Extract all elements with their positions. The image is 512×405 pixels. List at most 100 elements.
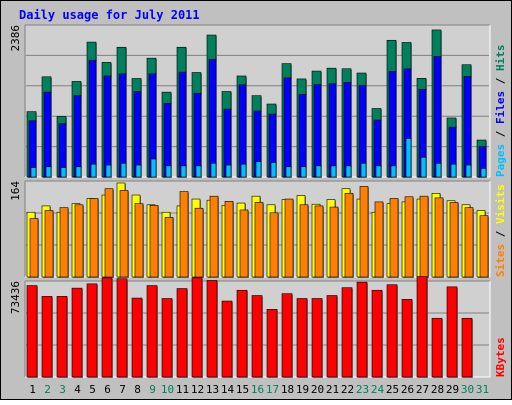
bar-files-day-19 <box>298 94 307 178</box>
bar-sites-day-27 <box>419 195 429 278</box>
bar-kbytes-day-25 <box>386 284 398 378</box>
bar-files-day-15 <box>238 84 247 178</box>
bar-pages-day-5 <box>90 163 97 178</box>
bar-sites-day-17 <box>269 212 279 278</box>
bar-kbytes-day-20 <box>311 298 323 378</box>
bar-files-day-13 <box>208 59 217 178</box>
day-label-7: 7 <box>119 383 126 396</box>
day-label-12: 12 <box>191 383 204 396</box>
day-label-9: 9 <box>149 383 156 396</box>
bar-pages-day-27 <box>420 157 427 178</box>
bar-pages-day-13 <box>210 162 217 178</box>
bar-sites-day-31 <box>479 215 489 278</box>
panel-max-label: 2386 <box>9 25 22 52</box>
day-label-4: 4 <box>74 383 81 396</box>
bar-files-day-30 <box>463 76 472 178</box>
bar-kbytes-day-15 <box>236 289 248 378</box>
bar-files-day-25 <box>388 71 397 178</box>
bar-kbytes-day-8 <box>131 297 143 378</box>
bar-files-day-2 <box>43 91 52 178</box>
bar-kbytes-day-1 <box>26 285 38 378</box>
legend-entry: / <box>494 124 507 144</box>
bar-pages-day-21 <box>330 165 337 178</box>
day-labels: 1 2 3 4 5 6 7 8 9 10 11 12 13 14 15 16 17 18 19 20 21 22 23 24 2… <box>29 383 489 396</box>
bar-kbytes-day-29 <box>446 286 458 378</box>
bar-files-day-4 <box>73 95 82 178</box>
bar-kbytes-day-22 <box>341 287 353 378</box>
bar-sites-day-13 <box>209 195 219 278</box>
bar-files-day-6 <box>103 75 112 178</box>
bar-sites-day-9 <box>149 205 159 278</box>
day-label-1: 1 <box>29 383 36 396</box>
bar-kbytes-day-16 <box>251 295 263 378</box>
bar-kbytes-day-13 <box>206 280 218 378</box>
day-label-25: 25 <box>386 383 399 396</box>
bar-files-day-22 <box>343 82 352 178</box>
bar-sites-day-7 <box>119 190 129 278</box>
bar-pages-day-9 <box>150 158 157 178</box>
bar-sites-day-20 <box>314 205 324 278</box>
bar-files-day-21 <box>328 83 337 178</box>
bar-sites-day-15 <box>239 209 249 278</box>
day-label-17: 17 <box>266 383 279 396</box>
day-label-16: 16 <box>251 383 264 396</box>
bar-kbytes-day-26 <box>401 299 413 378</box>
chart-panels: 2386 Pages / Files / Hits 164 Sites / Visit… <box>9 24 507 378</box>
bar-pages-day-18 <box>285 166 292 178</box>
bar-kbytes-day-24 <box>371 289 383 378</box>
day-label-11: 11 <box>176 383 189 396</box>
bar-pages-day-2 <box>45 166 52 178</box>
bar-kbytes-day-28 <box>431 317 443 378</box>
bar-pages-day-29 <box>450 163 457 178</box>
bar-pages-day-19 <box>300 166 307 178</box>
bar-pages-day-7 <box>120 162 127 178</box>
bar-kbytes-day-3 <box>56 296 68 378</box>
day-label-27: 27 <box>416 383 429 396</box>
bar-sites-day-8 <box>134 203 144 278</box>
legend-entry: / <box>494 71 507 91</box>
bar-pages-day-28 <box>435 162 442 178</box>
panel-visits-sites: 164 Sites / Visits <box>9 180 507 278</box>
bar-files-day-18 <box>283 77 292 178</box>
bar-files-day-28 <box>433 56 442 178</box>
bar-kbytes-day-18 <box>281 293 293 378</box>
bar-sites-day-23 <box>359 186 369 278</box>
bar-pages-day-6 <box>105 164 112 178</box>
bar-kbytes-day-11 <box>176 288 188 378</box>
bar-sites-day-28 <box>434 197 444 278</box>
bar-pages-day-22 <box>345 165 352 178</box>
bar-kbytes-day-5 <box>86 283 98 378</box>
bar-pages-day-20 <box>315 165 322 178</box>
bar-kbytes-day-7 <box>116 278 128 378</box>
panel-legend: Pages / Files / Hits <box>494 45 507 178</box>
bar-kbytes-day-9 <box>146 285 158 378</box>
bar-kbytes-day-23 <box>356 281 368 378</box>
day-label-14: 14 <box>221 383 235 396</box>
bar-files-day-5 <box>88 59 97 178</box>
series-pages <box>30 138 487 178</box>
bar-files-day-12 <box>193 92 202 178</box>
bar-files-day-20 <box>313 84 322 178</box>
day-label-13: 13 <box>206 383 219 396</box>
day-label-26: 26 <box>401 383 414 396</box>
bar-pages-day-24 <box>375 165 382 178</box>
bar-sites-day-1 <box>29 218 39 278</box>
legend-entry: Pages <box>494 144 507 177</box>
day-label-21: 21 <box>326 383 339 396</box>
bar-pages-day-14 <box>225 164 232 178</box>
bar-sites-day-10 <box>164 217 174 278</box>
day-label-19: 19 <box>296 383 309 396</box>
bar-kbytes-day-17 <box>266 309 278 378</box>
series-kbytes <box>26 276 473 378</box>
bar-pages-day-3 <box>60 167 67 178</box>
bar-sites-day-3 <box>59 207 69 278</box>
bar-pages-day-8 <box>135 164 142 178</box>
bar-sites-day-2 <box>44 210 54 278</box>
bar-sites-day-26 <box>404 196 414 278</box>
day-label-6: 6 <box>104 383 111 396</box>
panel-kbytes: 73436 KBytes <box>9 276 507 378</box>
panel-max-label: 73436 <box>9 281 22 314</box>
panel-legend: Sites / Visits <box>494 184 507 277</box>
bar-pages-day-15 <box>240 163 247 178</box>
